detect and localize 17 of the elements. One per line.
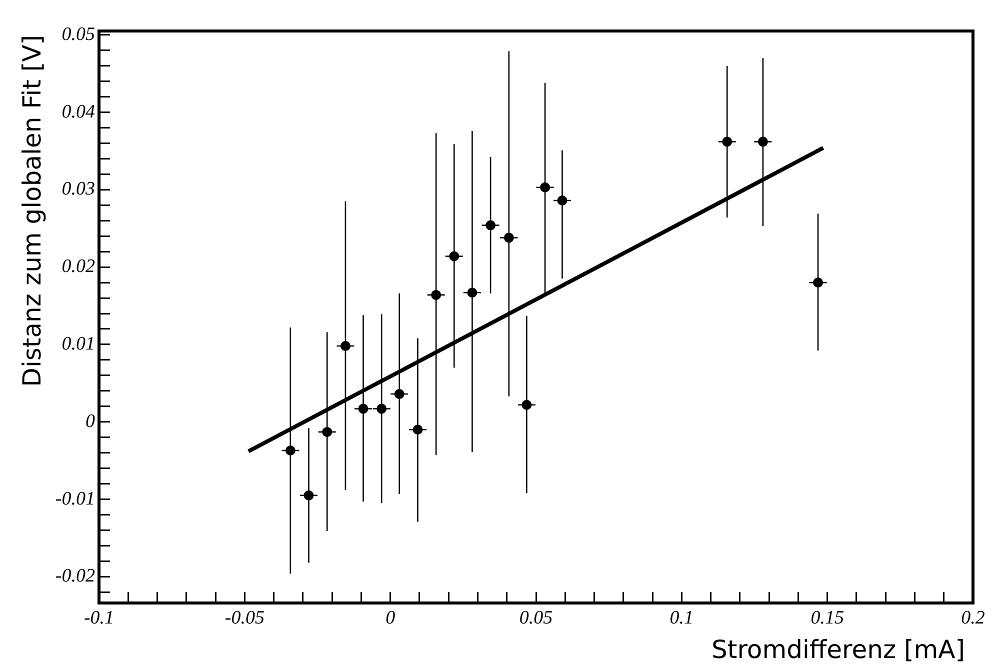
x-tick-label: 0.15 (810, 608, 844, 628)
x-tick-label: -0.05 (224, 608, 264, 628)
x-axis-title: Stromdifferenz [mA] (712, 635, 965, 664)
x-tick-label: 0.05 (519, 608, 553, 628)
y-tick-label: 0.03 (62, 178, 95, 200)
y-tick-label: 0 (86, 410, 96, 432)
y-tick-label: 0.01 (62, 333, 95, 354)
y-tick-label: -0.02 (55, 566, 96, 587)
y-tick-label: 0.02 (62, 256, 96, 278)
x-tick-label: -0.1 (84, 608, 114, 628)
y-tick-label: -0.01 (55, 488, 95, 510)
y-axis-title: Distanz zum globalen Fit [V] (18, 35, 46, 387)
x-tick-label: 0.1 (670, 608, 694, 628)
x-tick-label: 0.2 (961, 608, 986, 628)
x-tick-label: 0 (386, 608, 396, 628)
y-tick-label: 0.05 (62, 24, 95, 45)
y-tick-label: 0.04 (62, 101, 96, 122)
